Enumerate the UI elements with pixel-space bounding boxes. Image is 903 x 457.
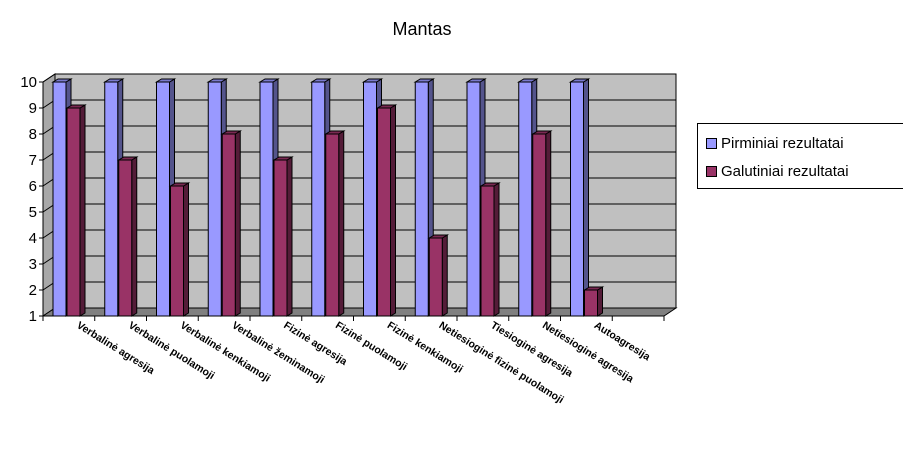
bar-front (52, 81, 67, 317)
bar-side (131, 156, 138, 317)
bar-front (273, 159, 288, 317)
bar-galutiniai (65, 104, 87, 317)
y-tick-label: 1 (29, 308, 37, 325)
bar-front (66, 107, 81, 317)
bar-front (428, 237, 443, 317)
gridline (42, 73, 676, 83)
bar-galutiniai (220, 130, 243, 317)
bar-side (338, 130, 345, 317)
bar-front (480, 185, 495, 317)
bar-side (390, 104, 396, 317)
bar-galutiniai (168, 182, 191, 317)
x-tick-label: Verbalinė puolamoji (126, 319, 217, 382)
bar-galutiniai (479, 182, 501, 317)
bar-galutiniai (427, 234, 450, 317)
x-tick-label: Verbalinė žeminamoji (230, 319, 327, 386)
y-tick-label: 5 (29, 204, 37, 221)
bar-front (532, 133, 547, 317)
x-tick-label: Verbalinė kenkiamoji (178, 319, 273, 384)
bar-side (583, 78, 589, 317)
bar-galutiniai (582, 286, 605, 317)
y-tick-label: 7 (29, 152, 37, 169)
bar-side (79, 104, 86, 317)
y-tick-label: 2 (29, 282, 37, 299)
legend-item-pirminiai: Pirminiai rezultatai (706, 133, 844, 153)
bar-front (466, 81, 481, 317)
bar-front (221, 133, 236, 317)
y-tick-label: 9 (29, 100, 37, 117)
bar-front (570, 81, 584, 317)
y-tick-label: 4 (29, 230, 37, 247)
bar-front (259, 81, 274, 317)
bar-front (207, 81, 222, 317)
bar-side (183, 182, 189, 317)
bar-pirminiai (102, 78, 125, 317)
y-tick-label: 3 (29, 256, 37, 273)
y-tick-label: 8 (29, 126, 37, 143)
bar-galutiniai (530, 130, 553, 317)
bar-side (493, 182, 500, 317)
legend-item-galutiniai: Galutiniai rezultatai (706, 161, 849, 181)
x-tick-label: Netiesioginė agresija (540, 319, 636, 385)
bar-front (118, 159, 133, 317)
bar-front (170, 185, 184, 317)
legend: Pirminiai rezultatai Galutiniai rezultat… (697, 123, 903, 189)
bar-galutiniai (272, 156, 294, 317)
y-tick-label: 10 (20, 74, 37, 91)
bar-galutiniai (116, 156, 139, 317)
bar-side (545, 130, 552, 317)
bar-galutiniai (375, 104, 398, 317)
bar-front (311, 81, 326, 317)
legend-swatch-pirminiai (706, 137, 717, 149)
bar-front (104, 81, 119, 317)
bar-side (441, 234, 448, 317)
y-tick-label: 6 (29, 178, 37, 195)
chart-title: Mantas (392, 19, 451, 39)
bar-front (584, 289, 598, 317)
bar-front (156, 81, 170, 317)
legend-label-galutiniai: Galutiniai rezultatai (721, 162, 849, 180)
bar-pirminiai (413, 78, 436, 317)
bar-side (234, 130, 241, 317)
bar-galutiniai (323, 130, 346, 317)
bar-front (414, 81, 429, 317)
legend-label-pirminiai: Pirminiai rezultatai (721, 134, 844, 152)
bar-front (363, 81, 377, 317)
legend-swatch-galutiniai (706, 165, 717, 177)
bar-side (286, 156, 293, 317)
bar-side (597, 286, 603, 317)
bar-pirminiai (568, 78, 591, 317)
bar-front (518, 81, 533, 317)
bar-front (377, 107, 391, 317)
bar-front (325, 133, 340, 317)
